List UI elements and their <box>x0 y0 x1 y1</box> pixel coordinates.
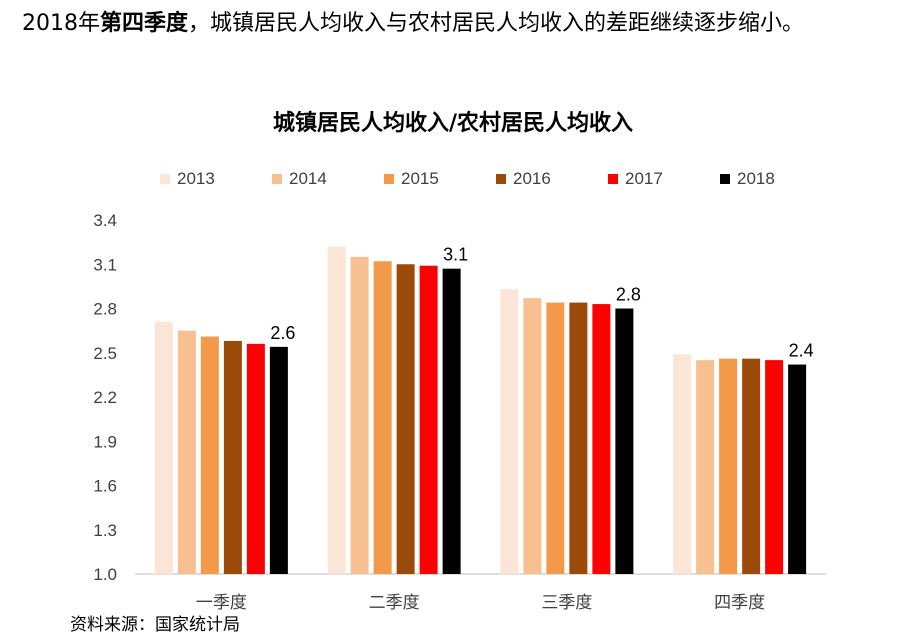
headline-year: 2018年 <box>22 11 100 36</box>
legend-label-2016: 2016 <box>513 169 551 188</box>
y-tick-label: 2.8 <box>93 300 117 319</box>
bar-2014-1 <box>177 330 196 574</box>
bar-2016-1 <box>223 340 242 574</box>
bar-2017-2 <box>419 265 438 574</box>
bars <box>154 246 807 575</box>
y-tick-label: 1.3 <box>93 521 117 540</box>
y-tick-label: 3.4 <box>93 211 117 230</box>
bar-2015-2 <box>373 261 392 574</box>
y-tick-label: 1.0 <box>93 565 117 584</box>
bar-2018-3 <box>615 308 634 574</box>
data-label: 2.4 <box>789 341 814 361</box>
y-tick-label: 2.2 <box>93 388 117 407</box>
bar-2016-3 <box>569 302 588 574</box>
y-tick-label: 1.9 <box>93 432 117 451</box>
data-labels: 2.6 3.1 2.8 2.4 <box>270 245 813 361</box>
x-tick-label: 三季度 <box>541 593 592 613</box>
bar-2017-3 <box>592 304 611 574</box>
bar-2013-2 <box>327 246 346 575</box>
bar-2015-1 <box>200 336 219 574</box>
bar-2013-3 <box>500 289 519 574</box>
legend-swatch-2014 <box>272 174 282 184</box>
headline-emphasis: 第四季度 <box>100 11 189 36</box>
bar-2013-4 <box>673 354 692 574</box>
data-label: 2.6 <box>270 323 295 343</box>
bar-2013-1 <box>154 321 173 574</box>
legend-swatch-2018 <box>720 174 730 184</box>
bar-2018-4 <box>788 364 807 574</box>
bar-2016-4 <box>742 358 761 574</box>
source-note: 资料来源：国家统计局 <box>70 615 240 635</box>
bar-2018-1 <box>269 346 288 574</box>
data-label: 2.8 <box>616 285 641 305</box>
legend: 2013 2014 2015 2016 2017 2018 <box>160 169 775 188</box>
x-axis: 一季度 二季度 三季度 四季度 <box>135 573 826 613</box>
y-tick-label: 3.1 <box>93 255 117 274</box>
x-tick-label: 一季度 <box>196 593 247 613</box>
legend-label-2017: 2017 <box>625 169 663 188</box>
bar-2014-4 <box>696 360 715 574</box>
chart-title: 城镇居民人均收入/农村居民人均收入 <box>273 110 633 136</box>
bar-2014-3 <box>523 298 542 574</box>
x-tick-label: 二季度 <box>369 593 420 613</box>
x-tick-label: 四季度 <box>714 593 765 613</box>
bar-2018-2 <box>442 268 461 574</box>
legend-swatch-2017 <box>608 174 618 184</box>
headline: 2018年第四季度，城镇居民人均收入与农村居民人均收入的差距继续逐步缩小。 <box>22 8 892 40</box>
legend-swatch-2015 <box>384 174 394 184</box>
y-tick-label: 2.5 <box>93 344 117 363</box>
y-tick-label: 1.6 <box>93 477 117 496</box>
headline-rest: ，城镇居民人均收入与农村居民人均收入的差距继续逐步缩小。 <box>188 11 805 36</box>
legend-swatch-2016 <box>496 174 506 184</box>
bar-2017-1 <box>246 343 265 574</box>
bar-2014-2 <box>350 256 369 574</box>
legend-label-2013: 2013 <box>177 169 215 188</box>
legend-swatch-2013 <box>160 174 170 184</box>
bar-2016-2 <box>396 264 415 574</box>
y-axis: 1.0 1.3 1.6 1.9 2.2 2.5 2.8 3.1 3.4 <box>93 211 117 584</box>
bar-2015-3 <box>546 302 565 574</box>
legend-label-2015: 2015 <box>401 169 439 188</box>
legend-label-2014: 2014 <box>289 169 327 188</box>
bar-2017-4 <box>765 360 784 574</box>
bar-2015-4 <box>719 358 738 574</box>
data-label: 3.1 <box>443 245 468 265</box>
legend-label-2018: 2018 <box>737 169 775 188</box>
